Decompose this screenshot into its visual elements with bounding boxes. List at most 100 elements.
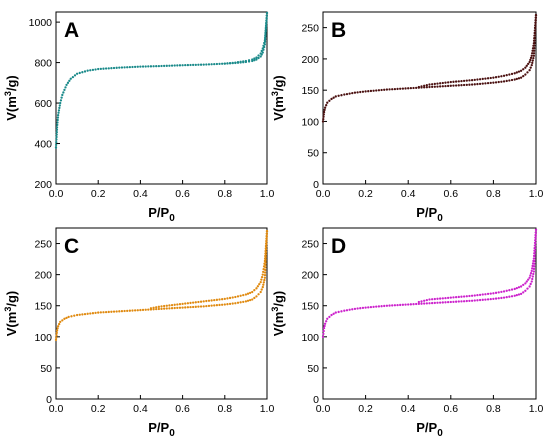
data-point: [348, 308, 351, 311]
data-point: [519, 292, 523, 296]
y-tick-label: 200: [301, 270, 319, 282]
data-point: [377, 305, 381, 308]
data-point: [168, 304, 171, 307]
data-point: [478, 78, 482, 81]
data-point: [120, 310, 124, 313]
data-point: [173, 306, 176, 310]
data-point: [184, 302, 187, 305]
data-point: [531, 264, 534, 268]
data-point: [94, 68, 97, 71]
data-point: [529, 66, 532, 69]
data-point: [380, 305, 383, 308]
data-point: [436, 85, 439, 88]
data-point: [57, 111, 60, 114]
data-point: [194, 301, 197, 304]
data-point: [128, 309, 132, 312]
data-point: [221, 303, 224, 306]
data-point: [470, 299, 474, 302]
data-point: [343, 93, 346, 96]
data-point: [94, 311, 97, 315]
data-point: [199, 300, 203, 303]
data-point: [265, 234, 268, 238]
data-point: [89, 69, 92, 72]
data-point: [228, 296, 232, 300]
data-point: [178, 306, 182, 309]
data-point: [75, 72, 79, 75]
data-point: [522, 283, 525, 287]
data-point: [527, 278, 530, 281]
data-point: [265, 237, 268, 240]
data-point: [505, 79, 508, 83]
data-point: [420, 300, 423, 303]
y-tick-label: 250: [301, 23, 319, 35]
x-tick-label: 1.0: [529, 188, 544, 200]
data-point: [263, 259, 267, 263]
data-point: [532, 44, 535, 47]
data-point: [248, 291, 252, 295]
data-point: [433, 82, 436, 86]
data-point: [264, 247, 267, 250]
data-point: [262, 281, 265, 284]
x-tick-label: 0.4: [133, 188, 148, 200]
data-point: [262, 268, 265, 271]
data-point: [367, 306, 370, 309]
data-point: [444, 296, 447, 300]
data-point: [236, 301, 240, 304]
data-point: [176, 306, 179, 310]
x-tick-label: 0.4: [133, 403, 148, 415]
data-point: [383, 88, 386, 91]
data-point: [262, 270, 265, 274]
data-point: [54, 143, 58, 147]
x-axis-label: P/P0: [148, 420, 175, 439]
data-point: [107, 67, 110, 70]
data-point: [262, 283, 265, 286]
data-point: [369, 89, 373, 93]
data-point: [502, 290, 506, 293]
data-point: [345, 309, 349, 312]
data-point: [264, 242, 268, 245]
data-point: [515, 71, 518, 74]
data-point: [263, 274, 267, 277]
data-point: [369, 305, 373, 309]
data-point: [351, 92, 354, 95]
data-point: [428, 83, 431, 86]
data-point: [181, 306, 184, 309]
data-point: [97, 67, 100, 71]
data-point: [533, 241, 537, 245]
data-point: [431, 83, 434, 86]
data-point: [139, 65, 142, 68]
data-point: [139, 308, 142, 312]
x-tick-label: 0.2: [358, 188, 373, 200]
y-axis-label: V(m3/g): [3, 291, 19, 336]
data-point: [439, 82, 442, 85]
data-point: [388, 88, 391, 91]
data-point: [529, 58, 532, 62]
data-point: [264, 34, 267, 37]
data-point: [261, 285, 264, 289]
data-point: [494, 76, 498, 79]
data-point: [383, 304, 386, 308]
data-point: [322, 117, 325, 121]
data-point: [73, 314, 76, 317]
data-point: [261, 47, 264, 50]
data-point: [253, 59, 256, 62]
data-point: [265, 16, 268, 20]
data-point: [251, 58, 254, 61]
x-tick-label: 0.0: [49, 188, 64, 200]
data-point: [409, 303, 413, 306]
y-tick-label: 200: [34, 179, 52, 191]
data-point: [513, 287, 516, 291]
data-point: [532, 254, 536, 258]
data-point: [476, 78, 479, 81]
data-point: [231, 296, 234, 299]
data-point: [465, 299, 468, 303]
y-tick-label: 250: [34, 239, 52, 251]
data-point: [500, 80, 503, 83]
data-point: [323, 324, 326, 328]
data-point: [218, 303, 221, 307]
data-point: [255, 295, 258, 298]
data-point: [265, 239, 268, 243]
data-point: [470, 83, 474, 86]
data-point: [528, 69, 531, 72]
data-point: [176, 64, 179, 67]
